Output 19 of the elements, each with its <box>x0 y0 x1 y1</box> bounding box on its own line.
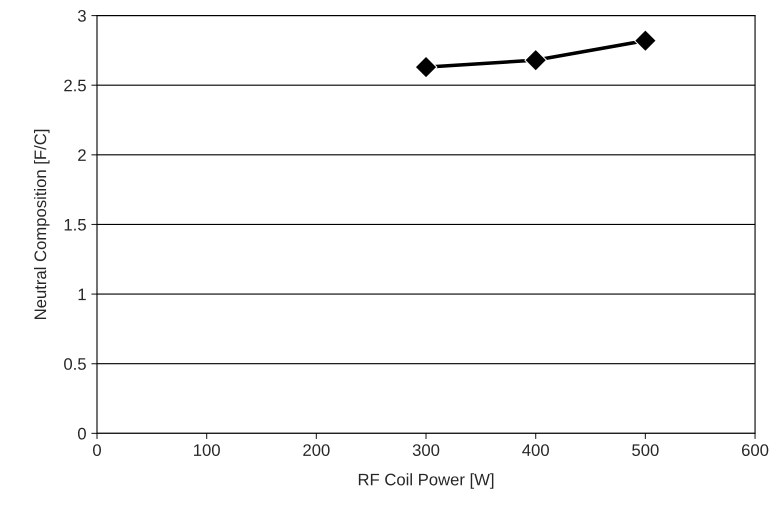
y-tick-label: 1 <box>78 288 86 300</box>
y-tick-label: 0 <box>78 428 86 440</box>
point <box>634 29 657 52</box>
x-tick-label: 200 <box>303 444 330 456</box>
point <box>524 48 548 72</box>
x-tick-label: 0 <box>93 444 101 456</box>
y-tick-label: 2 <box>78 149 86 161</box>
x-tick-label: 100 <box>194 444 220 456</box>
point <box>414 56 438 78</box>
x-axis-title: RF Coil Power [W] <box>358 473 494 489</box>
y-tick-label: 1.5 <box>64 219 86 231</box>
y-tick-label: 2.5 <box>64 80 86 92</box>
y-tick-label: 3 <box>78 10 86 22</box>
x-tick-label: 400 <box>522 444 549 456</box>
x-tick-label: 500 <box>632 444 659 456</box>
y-axis-title: Neutral Composition [F/C] <box>34 130 50 319</box>
x-tick-label: 300 <box>412 444 440 456</box>
y-tick-label: 0.5 <box>64 358 86 370</box>
x-tick-label: 600 <box>742 444 768 456</box>
